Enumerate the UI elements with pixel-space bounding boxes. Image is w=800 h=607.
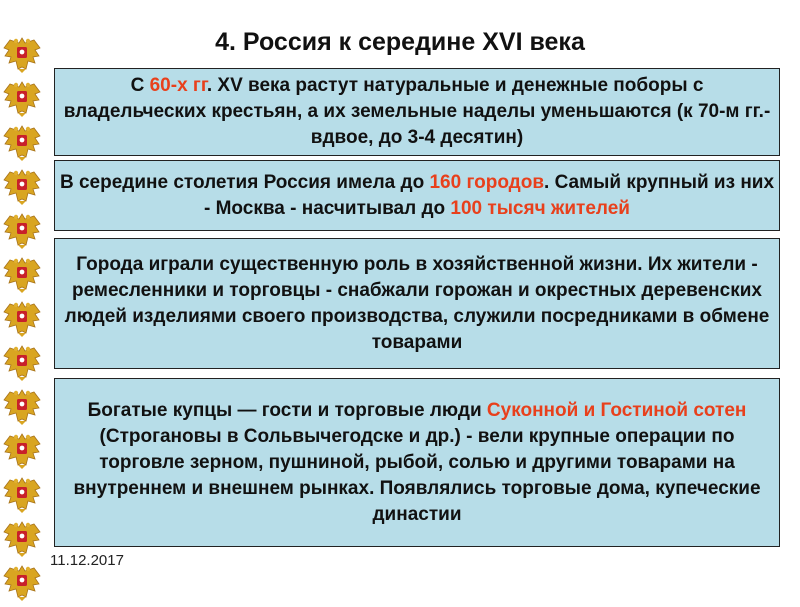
russian-eagle-icon [2, 78, 42, 118]
info-text: Богатые купцы — гости и торговые люди Су… [59, 398, 775, 528]
russian-eagle-icon [2, 474, 42, 514]
slide-title: 4. Россия к середине XVI века [215, 28, 585, 56]
text-segment: . Самый крупный из них - Москва - насчит… [204, 171, 775, 219]
russian-eagle-icon [2, 430, 42, 470]
info-box-1: С 60-х гг. XV века растут натуральные и … [54, 68, 780, 156]
russian-eagle-icon [2, 166, 42, 206]
info-box-3: Города играли существенную роль в хозяйс… [54, 238, 780, 369]
info-box-2: В середине столетия Россия имела до 160 … [54, 160, 780, 231]
text-segment: (Строгановы в Сольвычегодске и др.) - ве… [73, 425, 761, 525]
russian-eagle-icon [2, 298, 42, 338]
text-segment: Богатые купцы — гости и торговые люди [87, 399, 487, 421]
highlighted-text: 60-х гг [149, 75, 207, 96]
russian-eagle-icon [2, 518, 42, 558]
slide-date: 11.12.2017 [50, 552, 124, 569]
info-text: В середине столетия Россия имела до 160 … [59, 170, 775, 222]
russian-eagle-icon [2, 562, 42, 602]
text-segment: . XV века растут натуральные и денежные … [63, 75, 771, 148]
highlighted-text: 100 тысяч жителей [450, 197, 630, 219]
highlighted-text: Суконной и Гостиной сотен [486, 399, 747, 421]
info-text: С 60-х гг. XV века растут натуральные и … [59, 73, 775, 151]
info-box-4: Богатые купцы — гости и торговые люди Су… [54, 378, 780, 547]
eagle-column [2, 34, 44, 606]
text-segment: С [130, 75, 150, 96]
russian-eagle-icon [2, 342, 42, 382]
text-segment: В середине столетия Россия имела до [59, 171, 430, 193]
text-segment: Города играли существенную роль в хозяйс… [64, 253, 770, 353]
russian-eagle-icon [2, 386, 42, 426]
highlighted-text: 160 городов [429, 171, 545, 193]
russian-eagle-icon [2, 34, 42, 74]
russian-eagle-icon [2, 210, 42, 250]
info-text: Города играли существенную роль в хозяйс… [57, 252, 777, 356]
russian-eagle-icon [2, 122, 42, 162]
russian-eagle-icon [2, 254, 42, 294]
